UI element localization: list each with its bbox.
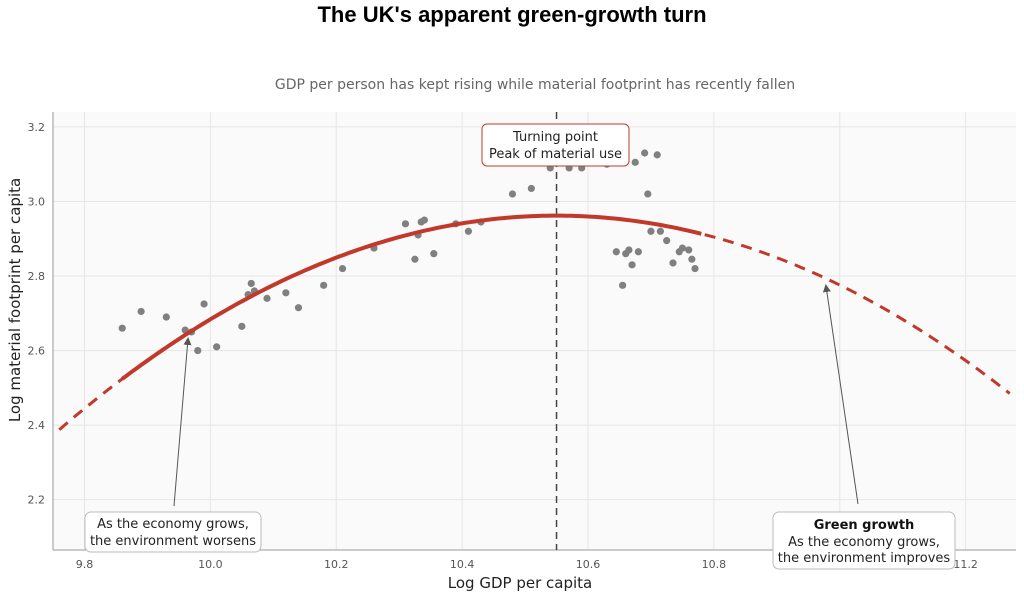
data-point [634, 248, 642, 256]
data-point [669, 259, 677, 267]
worsens-label-1: As the economy grows, [97, 517, 249, 532]
data-point [294, 304, 303, 312]
x-tick-label: 10.4 [450, 558, 475, 571]
data-point [508, 190, 517, 198]
data-point [688, 255, 696, 263]
data-point [247, 279, 255, 288]
chart-subtitle: GDP per person has kept rising while mat… [274, 77, 796, 93]
data-point [678, 244, 687, 252]
data-point [200, 300, 208, 308]
data-point [238, 322, 246, 330]
green-growth-annotation: Green growth As the economy grows, the e… [772, 284, 956, 570]
y-tick-label: 2.6 [28, 345, 46, 358]
y-tick-label: 3.2 [28, 121, 46, 134]
chart-title: The UK's apparent green-growth turn [317, 2, 707, 27]
y-tick-label: 2.8 [28, 270, 46, 283]
turning-label-2: Peak of material use [489, 147, 622, 162]
data-point [647, 227, 655, 235]
x-tick-label: 10.8 [702, 558, 727, 571]
data-point [162, 313, 170, 321]
data-point [263, 294, 271, 302]
turning-label-1: Turning point [512, 130, 598, 145]
data-point [464, 227, 473, 235]
data-point [644, 190, 652, 198]
y-tick-label: 2.2 [28, 494, 46, 507]
data-point [411, 255, 419, 263]
x-tick-label: 10.0 [198, 558, 223, 571]
y-axis-label: Log material footprint per capita [6, 178, 24, 422]
data-point [401, 220, 410, 228]
x-axis-label: Log GDP per capita [448, 574, 592, 592]
data-point [628, 261, 636, 269]
y-tick-label: 2.4 [28, 419, 46, 432]
data-point [631, 158, 639, 166]
worsens-annotation: As the economy grows, the environment wo… [84, 337, 262, 553]
data-point [137, 307, 145, 316]
x-tick-label: 10.6 [576, 558, 601, 571]
data-point [663, 237, 671, 245]
data-point [194, 346, 202, 355]
data-point [691, 264, 699, 273]
x-tick-label: 11.2 [953, 558, 978, 571]
plot-area [53, 112, 1016, 550]
data-point [619, 281, 627, 289]
y-tick-labels: 2.2 2.4 2.6 2.8 3.0 3.2 [28, 121, 46, 507]
data-point [420, 216, 428, 224]
data-point [656, 227, 664, 235]
data-points [118, 149, 699, 355]
data-point [213, 343, 221, 351]
data-point [430, 250, 438, 258]
data-point [527, 184, 535, 193]
data-point [338, 264, 347, 273]
data-point [282, 289, 290, 297]
data-point [685, 246, 693, 254]
data-point [612, 248, 620, 256]
data-point [118, 324, 126, 332]
improves-label-2: the environment improves [778, 551, 951, 566]
fitted-curve-solid [121, 213, 702, 381]
y-tick-label: 3.0 [28, 195, 46, 208]
turning-point-annotation: Turning point Peak of material use [481, 123, 630, 167]
x-tick-label: 10.2 [324, 558, 349, 571]
x-tick-labels: 9.810.010.210.410.610.811.011.2 [76, 558, 978, 571]
data-point [653, 151, 661, 159]
worsens-label-2: the environment worsens [90, 534, 256, 549]
x-tick-label: 9.8 [76, 558, 94, 571]
grid-lines [53, 112, 1016, 550]
data-point [320, 281, 328, 289]
data-point [625, 246, 633, 254]
improves-label-1: As the economy grows, [788, 535, 940, 550]
data-point [641, 149, 649, 157]
green-growth-title: Green growth [814, 518, 915, 533]
